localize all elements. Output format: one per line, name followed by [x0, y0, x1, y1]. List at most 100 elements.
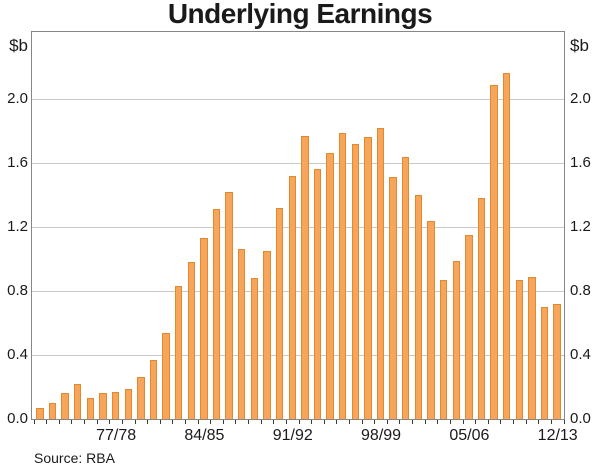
x-tick-mark	[285, 420, 287, 424]
gridline-1.2	[32, 226, 564, 228]
x-tick-mark	[273, 420, 275, 424]
x-tick-mark	[58, 420, 60, 424]
x-tick-mark	[424, 420, 426, 424]
bar-99/00	[389, 177, 397, 419]
x-tick-mark	[159, 420, 161, 424]
x-tick-mark	[96, 420, 98, 424]
bar-11/12	[540, 307, 549, 419]
x-tick-mark	[513, 420, 515, 424]
bar-93/94	[313, 169, 322, 419]
x-tick-mark	[121, 420, 123, 424]
chart-title: Underlying Earnings	[167, 0, 433, 29]
bar-89/90	[263, 251, 271, 419]
x-tick-mark	[197, 420, 199, 424]
bar-86/87	[225, 192, 233, 419]
bar-04/05	[452, 261, 460, 419]
y-tick-label-left-0.0: 0.0	[7, 409, 28, 427]
x-tick-mark	[361, 420, 363, 424]
x-tick-mark	[298, 420, 300, 424]
x-tick-mark	[147, 420, 149, 424]
bar-00/01	[402, 157, 410, 419]
x-tick-label-05/06: 05/06	[449, 427, 490, 444]
bar-83/84	[187, 262, 195, 419]
y-tick-label-right-1.2: 1.2	[570, 217, 591, 235]
bar-78/79	[124, 389, 132, 419]
bar-09/10	[515, 280, 524, 419]
x-tick-mark	[84, 420, 86, 424]
x-tick-mark	[33, 420, 35, 424]
bar-96/97	[351, 144, 360, 419]
x-tick-mark	[449, 420, 451, 424]
y-tick-label-right-0.4: 0.4	[570, 345, 591, 363]
x-tick-label-84/85: 84/85	[184, 427, 225, 444]
x-tick-mark	[184, 420, 186, 424]
x-tick-mark	[336, 420, 338, 424]
bar-74/75	[74, 384, 82, 419]
bar-82/83	[174, 286, 183, 419]
x-tick-mark	[374, 420, 376, 424]
y-tick-label-left-0.8: 0.8	[7, 281, 28, 299]
bar-01/02	[414, 195, 423, 419]
bar-12/13	[553, 304, 561, 419]
bar-03/04	[439, 280, 448, 419]
x-tick-mark	[550, 420, 552, 424]
bar-85/86	[212, 209, 221, 419]
x-tick-mark	[311, 420, 313, 424]
x-tick-mark	[172, 420, 174, 424]
y-tick-label-right-0.8: 0.8	[570, 281, 591, 299]
x-tick-mark	[222, 420, 224, 424]
x-tick-mark	[563, 420, 565, 424]
bar-80/81	[149, 360, 158, 419]
bar-72/73	[48, 403, 57, 419]
bar-07/08	[490, 85, 498, 419]
bar-92/93	[301, 136, 309, 419]
x-tick-mark	[46, 420, 48, 424]
x-tick-mark	[538, 420, 540, 424]
gridline-2.0	[32, 98, 564, 100]
gridline-0.4	[32, 354, 564, 356]
x-tick-mark	[462, 420, 464, 424]
bar-90/91	[275, 208, 284, 419]
bar-94/95	[326, 153, 334, 419]
x-tick-mark	[134, 420, 136, 424]
bar-10/11	[528, 277, 536, 419]
bar-88/89	[250, 278, 259, 419]
y-tick-label-left-1.2: 1.2	[7, 217, 28, 235]
bar-02/03	[427, 221, 435, 419]
x-tick-mark	[487, 420, 489, 424]
x-tick-mark	[248, 420, 250, 424]
x-tick-mark	[475, 420, 477, 424]
x-tick-mark	[412, 420, 414, 424]
x-tick-mark	[109, 420, 111, 424]
bar-98/99	[376, 128, 385, 419]
bar-81/82	[162, 333, 170, 419]
gridline-1.6	[32, 162, 564, 164]
x-tick-mark	[71, 420, 73, 424]
bar-97/98	[364, 137, 372, 419]
bar-87/88	[238, 249, 246, 419]
bar-75/76	[86, 398, 95, 419]
bar-84/85	[200, 238, 208, 419]
bar-76/77	[99, 393, 107, 419]
x-tick-mark	[399, 420, 401, 424]
x-tick-mark	[437, 420, 439, 424]
x-axis-tick-marks	[32, 420, 565, 425]
x-tick-mark	[525, 420, 527, 424]
y-axis-unit-left: $b	[9, 36, 28, 55]
x-tick-mark	[323, 420, 325, 424]
bar-91/92	[288, 176, 296, 419]
y-tick-label-right-2.0: 2.0	[570, 89, 591, 107]
x-tick-mark	[500, 420, 502, 424]
bar-06/07	[477, 198, 486, 419]
y-tick-label-left-0.4: 0.4	[7, 345, 28, 363]
y-tick-label-left-2.0: 2.0	[7, 89, 28, 107]
y-tick-label-right-0.0: 0.0	[570, 409, 591, 427]
gridline-0.8	[32, 290, 564, 292]
x-tick-mark	[235, 420, 237, 424]
x-tick-mark	[210, 420, 212, 424]
x-tick-mark	[386, 420, 388, 424]
y-tick-label-left-1.6: 1.6	[7, 153, 28, 171]
bar-05/06	[465, 235, 473, 419]
source-note: Source: RBA	[34, 450, 115, 466]
bar-08/09	[503, 73, 511, 419]
